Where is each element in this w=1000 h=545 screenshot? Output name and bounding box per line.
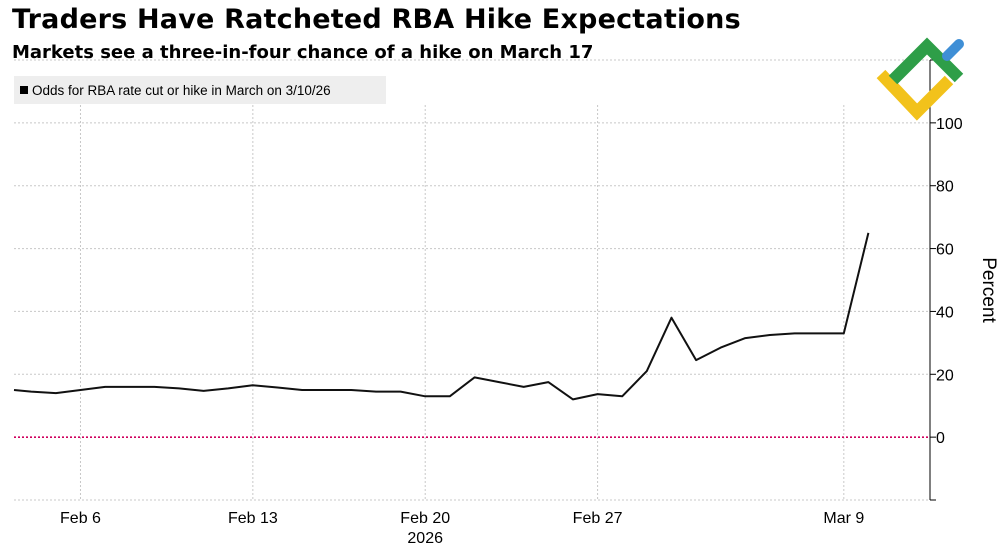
data-point bbox=[375, 391, 377, 393]
data-point bbox=[523, 386, 525, 388]
data-point bbox=[178, 387, 180, 389]
data-point bbox=[671, 317, 673, 319]
data-point bbox=[400, 391, 402, 393]
x-tick-label: Feb 20 bbox=[400, 510, 450, 527]
data-point bbox=[55, 392, 57, 394]
data-point bbox=[572, 398, 574, 400]
data-point bbox=[129, 386, 131, 388]
data-point bbox=[547, 381, 549, 383]
data-point bbox=[449, 395, 451, 397]
chart-subtitle: Markets see a three-in-four chance of a … bbox=[12, 42, 594, 63]
data-point bbox=[227, 387, 229, 389]
data-point bbox=[350, 389, 352, 391]
y-tick-label: 60 bbox=[936, 242, 954, 259]
x-tick-label: Mar 9 bbox=[823, 510, 864, 527]
data-point bbox=[153, 386, 155, 388]
data-point bbox=[646, 370, 648, 372]
data-point bbox=[720, 347, 722, 349]
data-point bbox=[867, 232, 869, 234]
data-point bbox=[597, 393, 599, 395]
data-point bbox=[769, 334, 771, 336]
data-point bbox=[252, 384, 254, 386]
data-point bbox=[424, 395, 426, 397]
data-point bbox=[104, 386, 106, 388]
x-axis-label: 2026 bbox=[407, 530, 443, 545]
data-point bbox=[203, 390, 205, 392]
data-point bbox=[30, 391, 32, 393]
data-point bbox=[794, 332, 796, 334]
y-axis-label: Percent bbox=[978, 257, 999, 323]
x-tick-label: Feb 6 bbox=[60, 510, 101, 527]
data-point bbox=[498, 381, 500, 383]
data-point bbox=[744, 337, 746, 339]
green-yellow-check-logo bbox=[876, 37, 964, 121]
x-tick-label: Feb 27 bbox=[573, 510, 623, 527]
data-point bbox=[13, 389, 15, 391]
y-tick-label: 20 bbox=[936, 367, 954, 384]
y-tick-label: 80 bbox=[936, 179, 954, 196]
data-point bbox=[474, 376, 476, 378]
legend-label: Odds for RBA rate cut or hike in March o… bbox=[32, 82, 331, 98]
data-point bbox=[621, 395, 623, 397]
chart-legend: Odds for RBA rate cut or hike in March o… bbox=[14, 76, 386, 104]
data-point bbox=[843, 332, 845, 334]
data-point bbox=[695, 359, 697, 361]
y-tick-label: 0 bbox=[936, 430, 945, 447]
data-point bbox=[818, 332, 820, 334]
y-tick-label: 40 bbox=[936, 304, 954, 321]
y-tick-label: 100 bbox=[936, 116, 963, 133]
chart-title: Traders Have Ratcheted RBA Hike Expectat… bbox=[12, 4, 741, 35]
data-point bbox=[277, 387, 279, 389]
series-line-0 bbox=[13, 232, 870, 401]
data-point bbox=[80, 389, 82, 391]
data-point bbox=[301, 389, 303, 391]
legend-swatch-icon bbox=[20, 86, 28, 94]
data-point bbox=[326, 389, 328, 391]
x-tick-label: Feb 13 bbox=[228, 510, 278, 527]
